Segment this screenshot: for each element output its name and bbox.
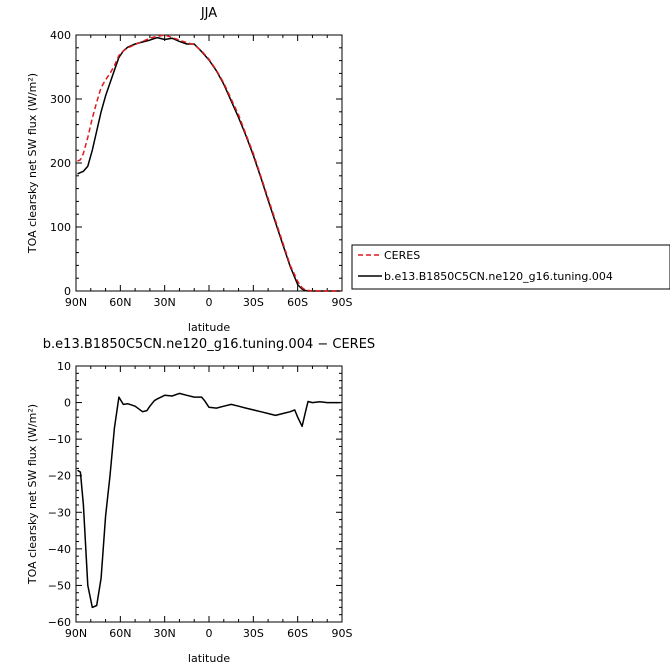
top-series-line-1 (77, 34, 341, 292)
top-xtick-label: 60N (109, 296, 131, 309)
bottom-xtick-label: 60N (109, 627, 131, 640)
bottom-ytick-label: 10 (57, 360, 71, 373)
bottom-xtick-label: 90S (332, 627, 353, 640)
bottom-chart-title: b.e13.B1850C5CN.ne120_g16.tuning.004 − C… (43, 337, 375, 352)
bottom-ytick-label: −20 (48, 470, 71, 483)
legend-ceres-label: CERES (384, 249, 420, 262)
legend: CERES b.e13.B1850C5CN.ne120_g16.tuning.0… (351, 244, 670, 290)
top-ytick-label: 0 (64, 285, 71, 298)
bottom-xtick-label: 30S (243, 627, 264, 640)
top-y-axis: 0 100 200 300 400 (50, 29, 342, 298)
bottom-ytick-label: −10 (48, 433, 71, 446)
top-xtick-label: 60S (287, 296, 308, 309)
bottom-xtick-label: 30N (154, 627, 176, 640)
legend-box (351, 244, 670, 290)
top-ytick-label: 100 (50, 221, 71, 234)
top-xtick-label: 0 (206, 296, 213, 309)
top-xtick-label: 90N (65, 296, 87, 309)
bottom-panel: b.e13.B1850C5CN.ne120_g16.tuning.004 − C… (26, 337, 375, 665)
top-series-lines (77, 34, 341, 292)
bottom-xtick-label: 60S (287, 627, 308, 640)
bottom-y-axis: −60 −50 −40 −30 −20 −10 0 10 (48, 360, 342, 629)
top-xtick-label: 30N (154, 296, 176, 309)
top-x-axis-label: latitude (188, 321, 230, 334)
bottom-x-axis: 90N 60N 30N 0 30S 60S 90S (65, 366, 353, 640)
bottom-ytick-label: −60 (48, 616, 71, 629)
top-panel: JJA 0 100 200 300 400 90N 60N 30N 0 30S 60S 90S la… (26, 6, 353, 334)
bottom-xtick-label: 0 (206, 627, 213, 640)
bottom-y-axis-label: TOA clearsky net SW flux (W/m²) (26, 404, 39, 585)
top-xtick-label: 90S (332, 296, 353, 309)
bottom-plot-frame (75, 365, 343, 623)
top-xtick-label: 30S (243, 296, 264, 309)
top-chart-title: JJA (200, 6, 217, 21)
bottom-series-line-0 (77, 392, 341, 609)
top-plot-frame (75, 34, 343, 292)
top-y-axis-label: TOA clearsky net SW flux (W/m²) (26, 73, 39, 254)
top-ytick-label: 400 (50, 29, 71, 42)
bottom-ytick-label: −30 (48, 506, 71, 519)
top-series-line-0 (77, 36, 341, 292)
top-ytick-label: 200 (50, 157, 71, 170)
bottom-series-lines (77, 392, 341, 609)
bottom-x-axis-label: latitude (188, 652, 230, 665)
bottom-xtick-label: 90N (65, 627, 87, 640)
legend-model-label: b.e13.B1850C5CN.ne120_g16.tuning.004 (384, 270, 613, 283)
bottom-ytick-label: −50 (48, 579, 71, 592)
bottom-ytick-label: −40 (48, 543, 71, 556)
top-x-axis: 90N 60N 30N 0 30S 60S 90S (65, 35, 353, 309)
bottom-ytick-label: 0 (64, 397, 71, 410)
top-ytick-label: 300 (50, 93, 71, 106)
